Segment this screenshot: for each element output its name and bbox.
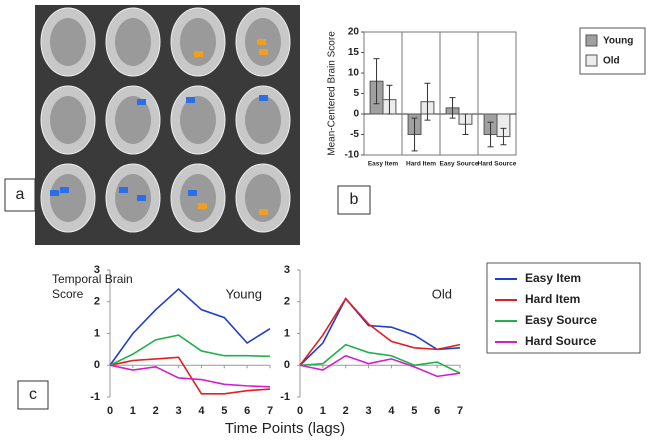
x-tick-label: 3: [366, 405, 372, 417]
panel-label-box: [4, 178, 36, 212]
annotation: Old: [432, 286, 452, 301]
activation-blob: [60, 187, 69, 193]
x-tick-label: 4: [198, 405, 205, 417]
y-tick-label: 5: [353, 88, 359, 99]
y-axis-label: Mean-Centered Brain Score: [327, 31, 338, 156]
activation-blob: [259, 49, 268, 55]
y-tick-label: -1: [280, 391, 290, 403]
legend-swatch: [585, 34, 598, 47]
legend-label: Hard Source: [525, 334, 597, 348]
activation-blob: [188, 190, 197, 196]
y-tick-label: 1: [94, 327, 100, 339]
activation-blob: [259, 209, 268, 215]
activation-blob: [50, 190, 59, 196]
brain-inner: [50, 174, 86, 222]
legend-label: Easy Item: [525, 271, 581, 285]
series-line: [109, 364, 271, 388]
x-tick-label: 7: [457, 405, 463, 417]
y-tick-label: 2: [94, 296, 100, 308]
x-tick-label: 1: [130, 405, 136, 417]
y-tick-label: 3: [94, 264, 100, 276]
series-line: [299, 297, 461, 366]
y-tick-label: 0: [94, 359, 100, 371]
y-tick-label: 0: [353, 109, 359, 120]
annotation: Young: [226, 286, 262, 301]
x-tick-label: Easy Item: [368, 161, 399, 168]
y-axis-label: Temporal Brain Score: [52, 272, 133, 301]
x-tick-label: 1: [320, 405, 326, 417]
x-tick-label: 6: [434, 405, 440, 417]
brain-inner: [115, 174, 151, 222]
activation-blob: [137, 99, 146, 105]
y-tick-label: 2: [284, 296, 290, 308]
y-tick-label: -10: [345, 150, 360, 161]
brain-inner: [50, 96, 86, 144]
activation-blob: [198, 203, 207, 209]
legend-swatch: [585, 54, 598, 67]
series-line: [299, 354, 461, 378]
x-tick-label: 3: [176, 405, 182, 417]
x-tick-label: 6: [244, 405, 250, 417]
brain-inner: [180, 174, 216, 222]
brain-inner: [245, 96, 281, 144]
x-tick-label: 0: [107, 405, 113, 417]
activation-blob: [119, 187, 128, 193]
y-tick-label: -5: [350, 129, 359, 140]
panel-label: c: [29, 386, 37, 403]
x-tick-label: 0: [297, 405, 303, 417]
panel-label: a: [16, 186, 25, 203]
y-tick-label: 0: [284, 359, 290, 371]
y-axis-label-line: Score: [52, 287, 84, 301]
x-tick-label: 2: [343, 405, 349, 417]
panel-label-box: [337, 185, 371, 215]
brain-inner: [245, 174, 281, 222]
x-tick-label: 2: [153, 405, 159, 417]
series-line: [299, 343, 461, 374]
series-line: [299, 297, 461, 366]
legend-label: Young: [603, 36, 633, 47]
activation-blob: [259, 95, 268, 101]
legend-label: Old: [603, 56, 620, 67]
activation-blob: [194, 51, 203, 57]
panel-label-box: [17, 380, 49, 410]
activation-blob: [257, 39, 266, 45]
y-tick-label: 10: [348, 68, 360, 79]
brain-panel: [35, 5, 300, 245]
brain-inner: [115, 18, 151, 66]
x-tick-label: 4: [388, 405, 395, 417]
panel-label: b: [350, 191, 359, 208]
brain-inner: [115, 96, 151, 144]
y-axis-label-line: Temporal Brain: [52, 272, 133, 286]
activation-blob: [137, 195, 146, 201]
y-tick-label: 20: [348, 27, 360, 38]
series-line: [109, 287, 271, 366]
x-axis-label: Time Points (lags): [225, 420, 345, 437]
x-tick-label: Hard Source: [478, 161, 517, 168]
x-tick-label: Hard Item: [406, 161, 436, 168]
legend-label: Easy Source: [525, 313, 597, 327]
activation-blob: [186, 97, 195, 103]
legend-label: Hard Item: [525, 292, 580, 306]
y-tick-label: -1: [90, 391, 100, 403]
y-tick-label: 1: [284, 327, 290, 339]
x-tick-label: 7: [267, 405, 273, 417]
y-tick-label: 15: [348, 47, 360, 58]
series-line: [109, 334, 271, 366]
x-tick-label: 5: [411, 405, 417, 417]
series-line: [109, 356, 271, 395]
brain-inner: [180, 96, 216, 144]
x-tick-label: Easy Source: [439, 161, 478, 168]
brain-inner: [50, 18, 86, 66]
brain-inner: [180, 18, 216, 66]
y-tick-label: 3: [284, 264, 290, 276]
x-tick-label: 5: [221, 405, 227, 417]
